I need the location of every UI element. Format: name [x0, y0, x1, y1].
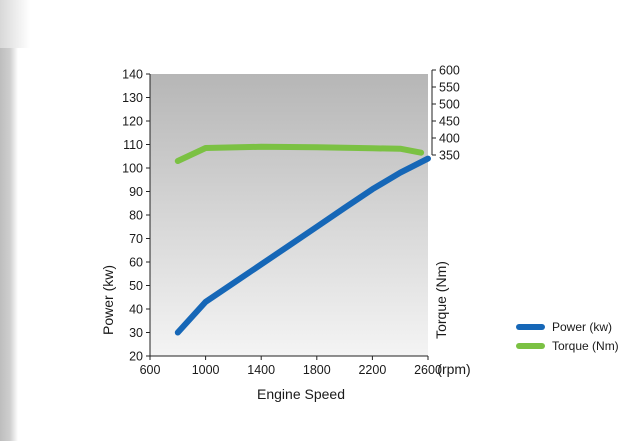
legend-label-0: Power (kw) [552, 320, 612, 334]
y-tick-label: 110 [123, 138, 143, 152]
y2-tick-label: 350 [439, 149, 460, 163]
legend: Power (kw) Torque (Nm) [516, 320, 619, 353]
y-tick-label: 140 [122, 68, 143, 82]
y-tick-label: 70 [129, 232, 143, 246]
y-tick-label: 50 [129, 279, 143, 293]
x-axis-unit: (rpm) [437, 361, 470, 377]
y2-tick-label: 500 [439, 98, 460, 112]
x-tick-label: 1000 [192, 363, 220, 377]
series-layer [174, 143, 431, 336]
series-line-1 [174, 143, 425, 164]
y2-axis-title: Torque (Nm) [433, 261, 449, 339]
y2-tick-label: 450 [439, 115, 460, 129]
y-tick-label: 80 [129, 209, 143, 223]
x-tick-label: 1400 [247, 363, 275, 377]
x-tick-label: 2600 [414, 363, 442, 377]
y-tick-label: 120 [122, 115, 143, 129]
y2-tick-label: 400 [439, 132, 460, 146]
y-axis-title: Power (kw) [100, 265, 116, 335]
x-tick-label: 1800 [303, 363, 331, 377]
y-tick-label: 20 [129, 350, 143, 364]
x-axis-title: Engine Speed [257, 386, 345, 402]
x-tick-label: 600 [140, 363, 161, 377]
axes: 20 30 40 50 60 70 80 90 100 110 120 130 140 600 1000 14… [122, 64, 460, 378]
y2-tick-label: 550 [439, 81, 460, 95]
x-tick-label: 2200 [358, 363, 386, 377]
left-edge-shadow [0, 0, 18, 441]
y-tick-label: 40 [129, 303, 143, 317]
y-tick-label: 130 [122, 91, 143, 105]
y-tick-label: 100 [122, 162, 143, 176]
y2-tick-label: 600 [439, 64, 460, 78]
legend-label-1: Torque (Nm) [552, 339, 619, 353]
y-tick-label: 60 [129, 256, 143, 270]
y-tick-label: 90 [129, 185, 143, 199]
left-edge-highlight [0, 0, 30, 48]
series-line-0 [174, 155, 431, 336]
axis-labels: Engine Speed (rpm) Power (kw) Torque (Nm… [100, 261, 471, 402]
y-tick-label: 30 [129, 326, 143, 340]
